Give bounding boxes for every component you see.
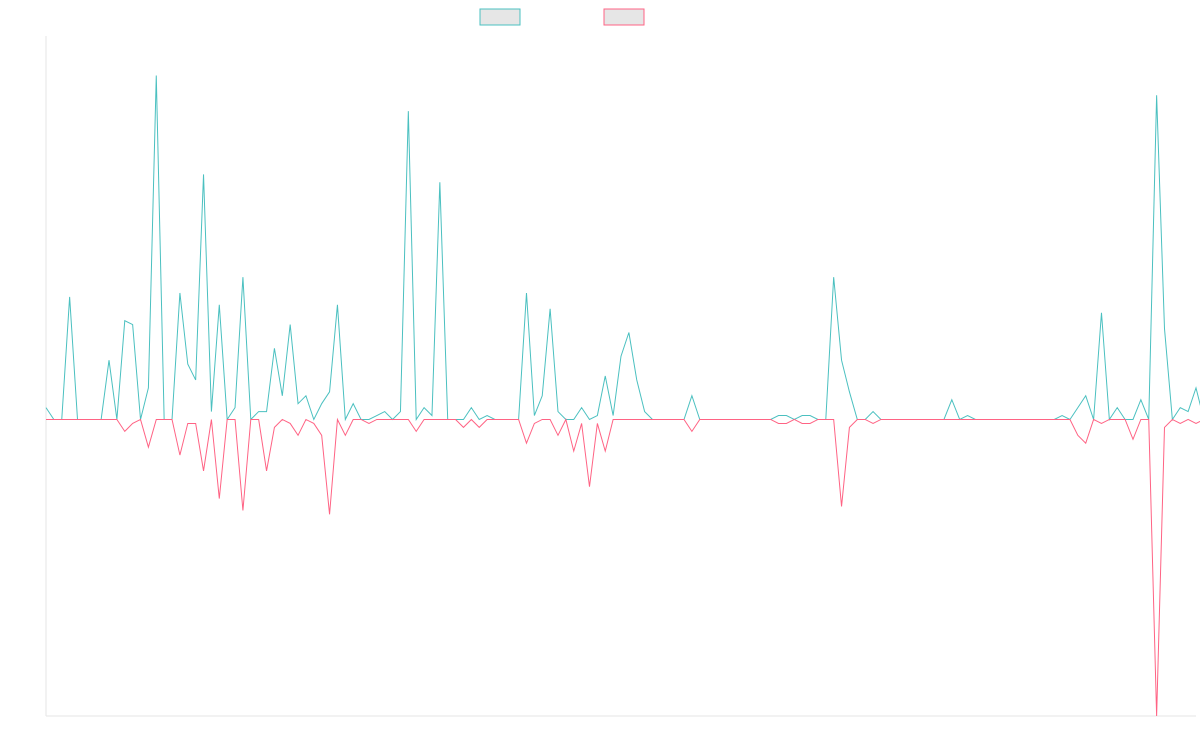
legend-swatch-series-2[interactable]: [603, 8, 645, 26]
series-line-1: [45, 75, 1200, 422]
chart-legend: [479, 8, 645, 26]
series-lines: [45, 75, 1200, 717]
series-line-2: [46, 417, 1200, 717]
chart-axes: [45, 36, 1196, 717]
legend-swatch-series-1[interactable]: [479, 8, 521, 26]
